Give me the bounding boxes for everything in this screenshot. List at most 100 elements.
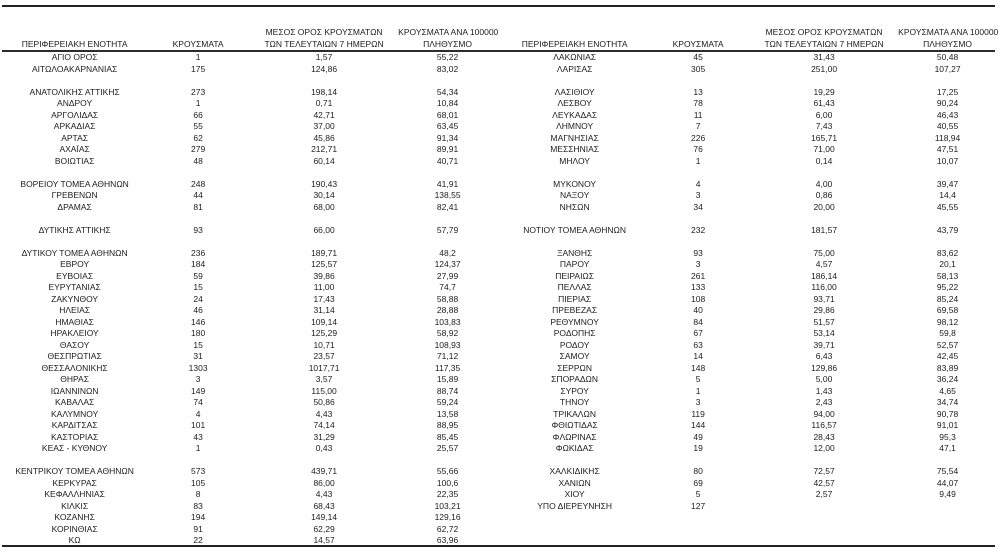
- region-name: ΦΛΩΡΙΝΑΣ: [552, 431, 597, 442]
- table-row: ΧΑΝΙΩΝ 69 42,57 44,07: [503, 478, 997, 490]
- table-right-body: ΛΑΚΩΝΙΑΣ 45 31,43 50,48 ΛΑΡΙΣΑΣ 305 251,00 107,…: [503, 50, 997, 512]
- table-left-header: ΠΕΡΙΦΕΡΕΙΑΚΗ ΕΝΟΤΗΤΑ ΚΡΟΥΣΜΑΤΑ ΜΕΣΟΣ ΟΡΟ…: [3, 0, 499, 50]
- avg7-value: 19,29: [813, 86, 835, 97]
- avg7-value: 53,14: [813, 328, 835, 338]
- column-header-region: ΠΕΡΙΦΕΡΕΙΑΚΗ ΕΝΟΤΗΤΑ: [503, 39, 646, 51]
- avg7-value: 7,43: [815, 121, 833, 131]
- column-header-per100k-line1: ΚΡΟΥΣΜΑΤΑ ΑΝΑ 100000: [898, 27, 999, 37]
- avg7-value: 14,57: [313, 535, 335, 545]
- column-header-avg7-line2: ΤΩΝ ΤΕΛΕΥΤΑΙΩΝ 7 ΗΜΕΡΩΝ: [264, 38, 384, 49]
- table-row: ΣΕΡΡΩΝ 148 129,86 83,89: [503, 363, 997, 375]
- avg7-value: 61,43: [813, 98, 835, 108]
- per100k-value: 95,22: [936, 282, 959, 292]
- group-spacer: [503, 236, 997, 248]
- region-name: ΠΙΕΡΙΑΣ: [558, 293, 592, 304]
- per100k-value: 103,21: [434, 500, 461, 511]
- region-name: ΘΑΣΟΥ: [59, 339, 90, 350]
- cases-value: 34: [693, 201, 703, 212]
- avg7-value: 198,14: [311, 86, 338, 97]
- cases-value: 105: [191, 477, 206, 488]
- region-name: ΕΒΡΟΥ: [60, 259, 90, 269]
- cases-value: 226: [691, 132, 706, 143]
- avg7-value: 0,14: [815, 155, 833, 166]
- avg7-value: 31,29: [313, 431, 335, 442]
- region-name: ΣΥΡΟΥ: [560, 385, 589, 396]
- per100k-value: 10,07: [936, 155, 959, 166]
- avg7-value: 45,86: [313, 132, 335, 143]
- region-name: ΕΥΡΥΤΑΝΙΑΣ: [48, 282, 101, 292]
- per100k-value: 34,74: [936, 397, 959, 407]
- avg7-value: 30,14: [313, 190, 335, 200]
- per100k-value: 10,84: [436, 98, 459, 108]
- cases-value: 3: [195, 374, 201, 384]
- per100k-value: 40,55: [936, 121, 959, 131]
- table-row: ΕΥΒΟΙΑΣ 59 39,86 27,99: [3, 271, 497, 283]
- region-name: ΚΩ: [68, 535, 81, 545]
- region-name: ΔΡΑΜΑΣ: [57, 201, 92, 212]
- region-name: ΛΕΣΒΟΥ: [557, 98, 592, 108]
- avg7-value: 5,00: [815, 374, 833, 384]
- table-row: ΠΕΙΡΑΙΩΣ 261 186,14 58,13: [503, 271, 997, 283]
- per100k-value: 54,34: [436, 86, 459, 97]
- avg7-value: 28,43: [813, 431, 835, 442]
- cases-value: 44: [193, 190, 203, 200]
- per100k-value: 55,66: [436, 466, 459, 476]
- per100k-value: 108,93: [434, 339, 461, 350]
- per100k-value: 4,65: [939, 385, 956, 396]
- table-row: ΛΑΡΙΣΑΣ 305 251,00 107,27: [503, 64, 997, 76]
- table-row: ΕΒΡΟΥ 184 125,57 124,37: [3, 259, 497, 271]
- avg7-value: 10,71: [313, 339, 335, 350]
- region-name: ΠΡΕΒΕΖΑΣ: [552, 305, 598, 315]
- cases-value: 279: [191, 144, 206, 154]
- per100k-value: 45,55: [936, 201, 959, 212]
- per100k-value: 36,24: [936, 374, 959, 384]
- group-spacer: [3, 213, 497, 225]
- per100k-value: 69,58: [936, 305, 959, 315]
- region-name: ΡΟΔΟΥ: [559, 339, 590, 350]
- per100k-value: 27,99: [436, 270, 459, 281]
- table-right: ΠΕΡΙΦΕΡΕΙΑΚΗ ΕΝΟΤΗΤΑ ΚΡΟΥΣΜΑΤΑ ΜΕΣΟΣ ΟΡΟ…: [503, 0, 999, 547]
- per100k-value: 59,8: [939, 328, 956, 338]
- cases-value: 127: [691, 500, 706, 511]
- cases-value: 232: [691, 224, 706, 235]
- table-row: ΔΥΤΙΚΗΣ ΑΤΤΙΚΗΣ 93 66,00 57,79: [3, 225, 497, 237]
- avg7-value: 4,43: [315, 489, 333, 499]
- table-row: ΡΕΘΥΜΝΟΥ 84 51,57 98,12: [503, 317, 997, 329]
- region-name: ΡΕΘΥΜΝΟΥ: [550, 316, 599, 327]
- cases-value: 46: [193, 305, 203, 315]
- per100k-value: 91,01: [936, 420, 959, 430]
- region-name: ΚΙΛΚΙΣ: [61, 500, 89, 511]
- region-name: ΝΟΤΙΟΥ ΤΟΜΕΑ ΑΘΗΝΩΝ: [523, 224, 626, 235]
- region-name: ΚΑΣΤΟΡΙΑΣ: [51, 431, 99, 442]
- per100k-value: 83,89: [936, 362, 959, 373]
- table-row: ΜΕΣΣΗΝΙΑΣ 76 71,00 47,51: [503, 144, 997, 156]
- avg7-value: 165,71: [811, 132, 838, 143]
- avg7-value: 31,43: [813, 52, 835, 62]
- region-name: ΚΟΖΑΝΗΣ: [54, 512, 95, 522]
- cases-value: 15: [193, 282, 203, 292]
- cases-value: 3: [695, 397, 701, 407]
- cases-value: 146: [191, 316, 206, 327]
- region-name: ΑΝΑΤΟΛΙΚΗΣ ΑΤΤΙΚΗΣ: [29, 86, 120, 97]
- cases-value: 7: [695, 121, 701, 131]
- region-name: ΒΟΙΩΤΙΑΣ: [54, 155, 95, 166]
- cases-value: 81: [193, 201, 203, 212]
- table-row: ΛΕΥΚΑΔΑΣ 11 6,00 46,43: [503, 110, 997, 122]
- avg7-value: 149,14: [311, 512, 338, 522]
- table-row: ΚΕΦΑΛΛΗΝΙΑΣ 8 4,43 22,35: [3, 489, 497, 501]
- per100k-value: 124,37: [434, 259, 461, 269]
- group-spacer: [503, 213, 997, 225]
- avg7-value: 31,14: [313, 305, 335, 315]
- table-row: ΜΑΓΝΗΣΙΑΣ 226 165,71 118,94: [503, 133, 997, 145]
- cases-value: 236: [191, 247, 206, 258]
- avg7-value: 212,71: [311, 144, 338, 154]
- per100k-value: 89,91: [436, 144, 459, 154]
- per100k-value: 129,16: [434, 512, 461, 522]
- group-spacer: [3, 75, 497, 87]
- cases-value: 76: [693, 144, 703, 154]
- region-name: ΚΑΡΔΙΤΣΑΣ: [51, 420, 98, 430]
- table-row: ΠΑΡΟΥ 3 4,57 20,1: [503, 259, 997, 271]
- cases-value: 74: [193, 397, 203, 407]
- region-name: ΗΜΑΘΙΑΣ: [55, 316, 94, 327]
- avg7-value: 42,57: [813, 477, 835, 488]
